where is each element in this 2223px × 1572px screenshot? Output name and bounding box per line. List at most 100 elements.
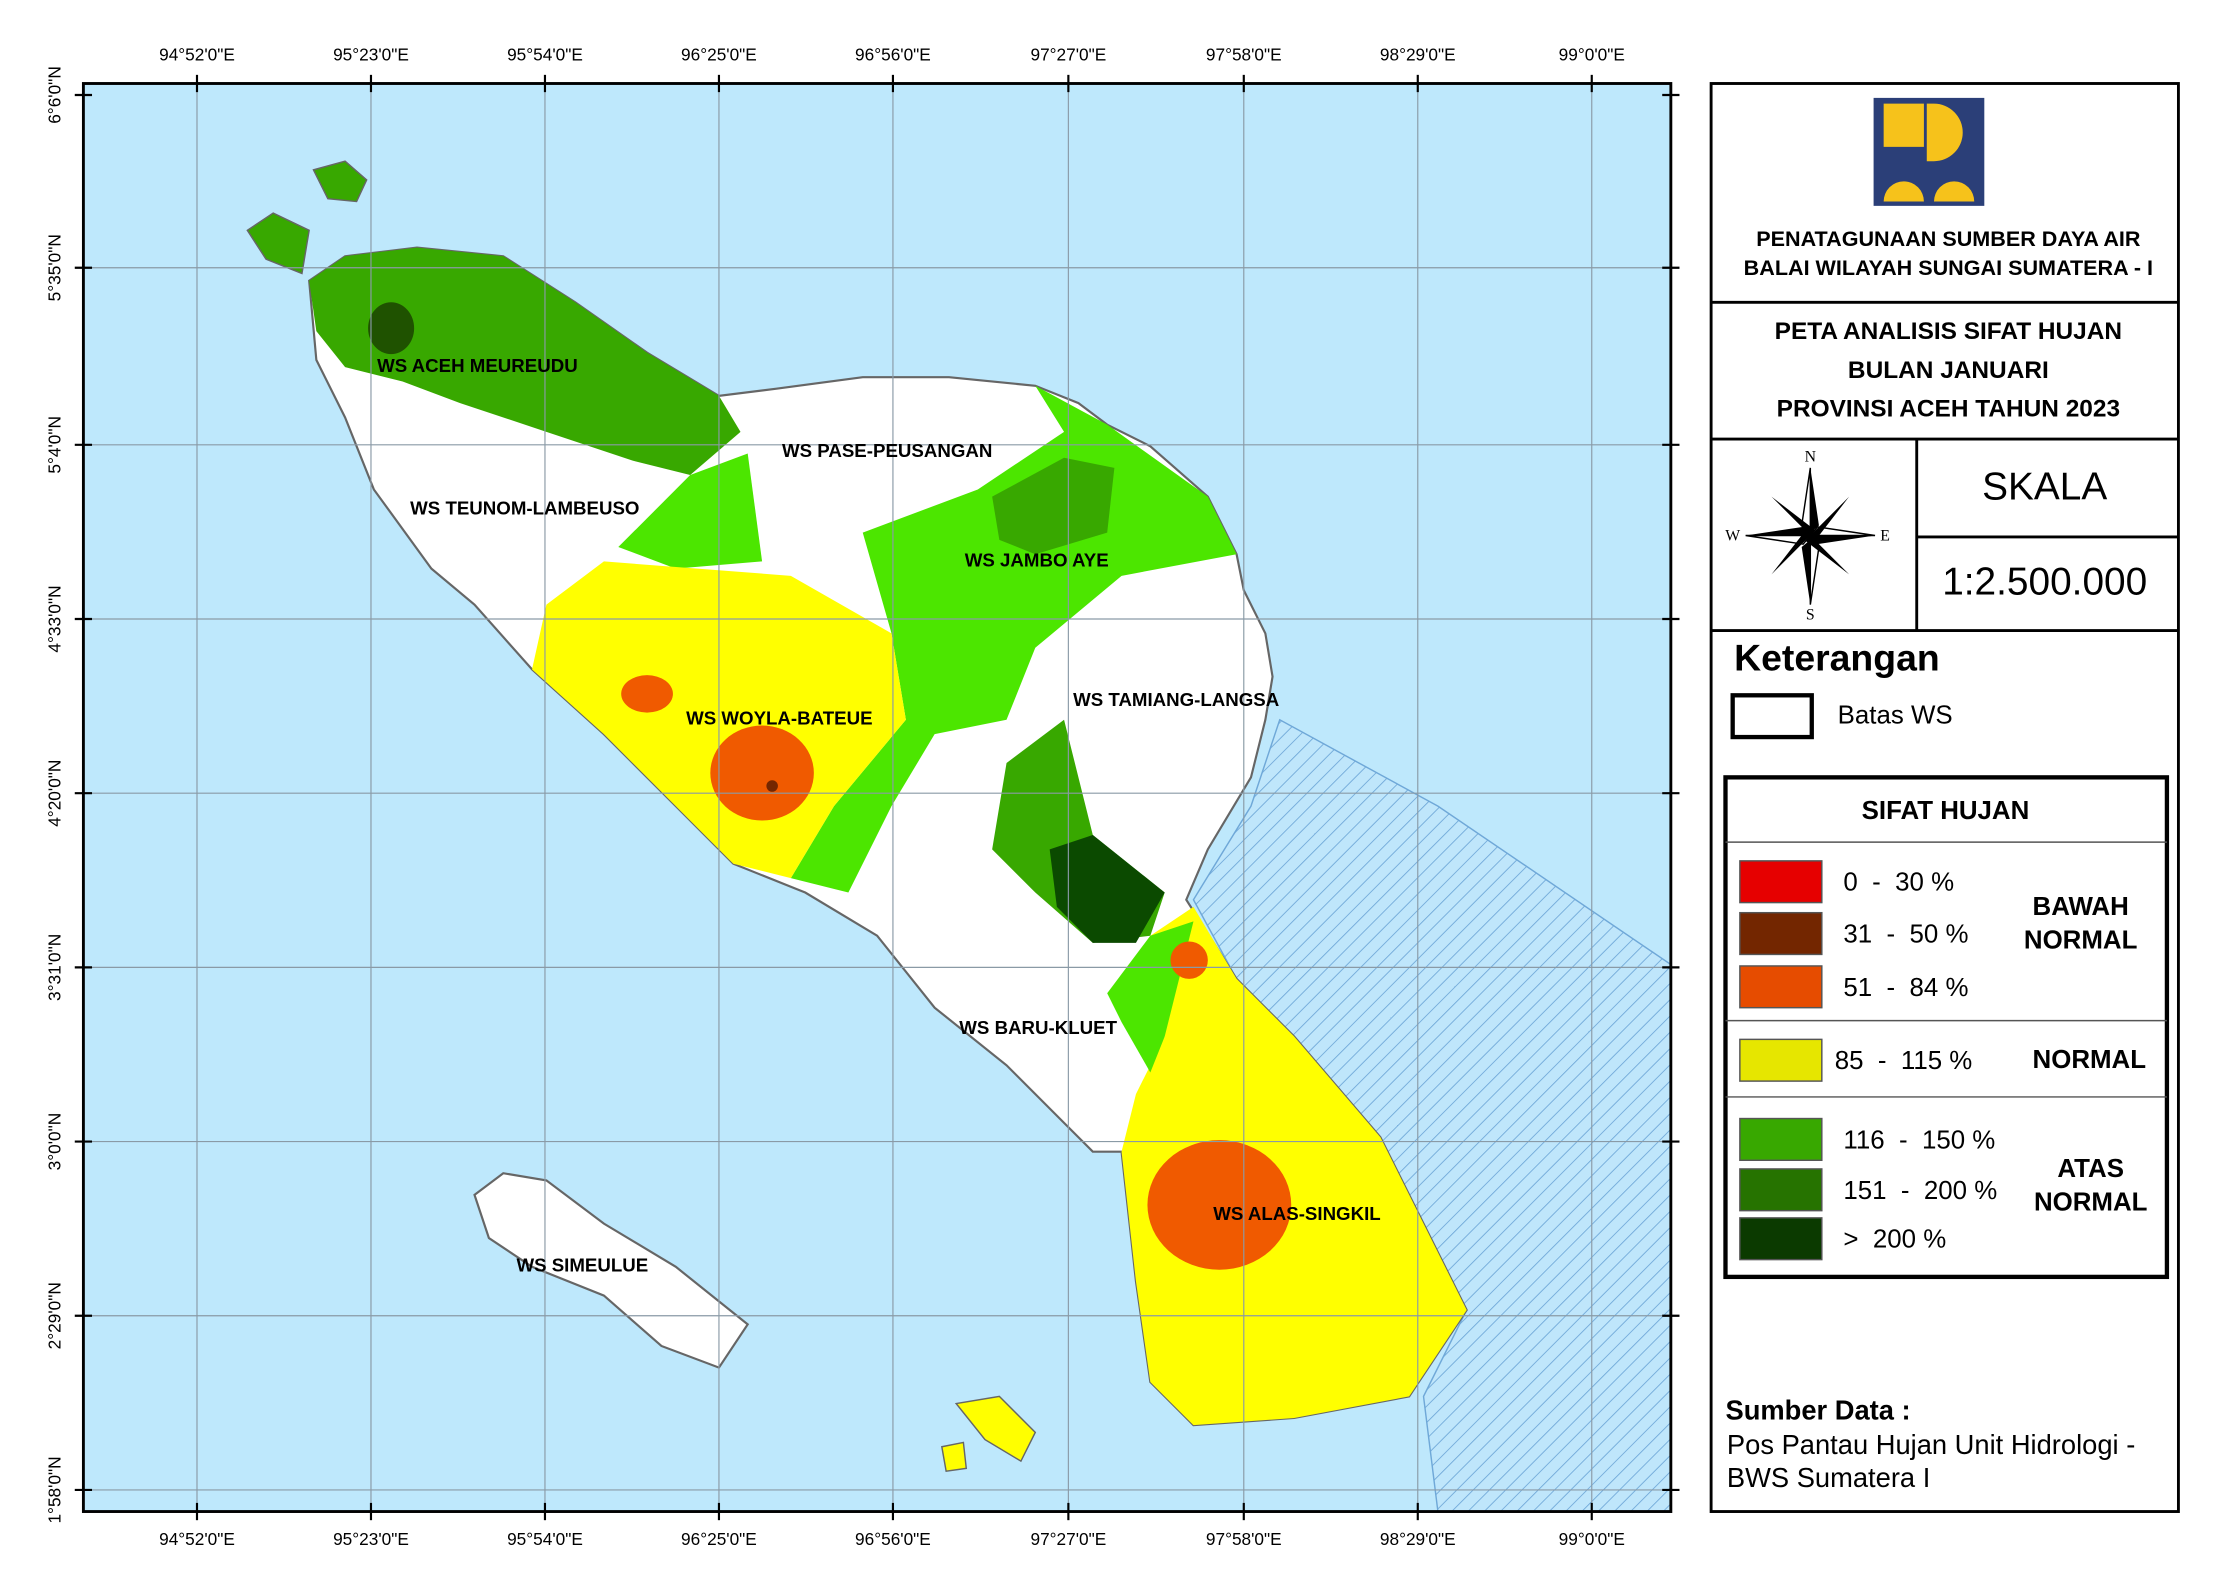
class-swatch <box>1739 911 1823 956</box>
lon-label: 95°54'0"E <box>507 45 583 65</box>
lat-label: 3°0'0"N <box>45 1113 65 1171</box>
class-swatch <box>1739 1117 1823 1162</box>
region-label: WS WOYLA-BATEUE <box>686 708 872 729</box>
lon-label: 98°29'0"E <box>1380 1529 1456 1549</box>
lon-label: 95°23'0"E <box>333 45 409 65</box>
agency-line: BALAI WILAYAH SUNGAI SUMATERA - I <box>1744 255 2153 280</box>
coordinate-labels: 94°52'0"E 94°52'0"E 95°23'0"E 95°23'0"E 95°5… <box>45 45 1680 1549</box>
banyak-islands <box>940 1395 1037 1473</box>
region-labels: WS ACEH MEUREUDU WS PASE-PEUSANGAN WS TEUN… <box>377 355 1381 1276</box>
zone-116-150 <box>790 385 1237 893</box>
lon-label: 99°0'0"E <box>1559 45 1625 65</box>
class-label: 0 - 30 % <box>1843 869 1954 897</box>
weh-island <box>312 160 368 203</box>
class-swatch <box>1739 1168 1823 1212</box>
class-label: 51 - 84 % <box>1843 974 1968 1002</box>
region-label: WS ACEH MEUREUDU <box>377 355 578 376</box>
zone-51-84-c <box>1170 941 1208 979</box>
map-title: BULAN JANUARI <box>1848 357 2049 384</box>
map-title: PETA ANALISIS SIFAT HUJAN <box>1775 318 2122 345</box>
lat-label: 5°35'0"N <box>45 234 65 301</box>
lon-label: 95°23'0"E <box>333 1529 409 1549</box>
class-swatch <box>1739 1038 1823 1082</box>
legend-panel: PENATAGUNAAN SUMBER DAYA AIR BALAI WILAY… <box>1709 82 2180 1513</box>
lon-label: 97°58'0"E <box>1206 45 1282 65</box>
region-label: WS PASE-PEUSANGAN <box>782 440 992 461</box>
lon-label: 96°25'0"E <box>681 1529 757 1549</box>
lat-label: 6°6'0"N <box>45 66 65 124</box>
lat-label: 4°20'0"N <box>45 760 65 827</box>
class-group: BAWAH <box>2033 893 2129 921</box>
map-body: WS ACEH MEUREUDU WS PASE-PEUSANGAN WS TEUN… <box>83 83 1671 1512</box>
boundary-swatch <box>1730 693 1814 740</box>
region-label: WS BARU-KLUET <box>959 1017 1117 1038</box>
lat-label: 3°31'0"N <box>45 934 65 1001</box>
lon-label: 96°56'0"E <box>855 45 931 65</box>
zone-over-200 <box>1049 834 1165 943</box>
zone-151-200 <box>309 247 741 476</box>
lat-label: 5°4'0"N <box>45 416 65 474</box>
source-title: Sumber Data : <box>1725 1394 1910 1425</box>
zone-31-50 <box>766 780 778 792</box>
class-label: > 200 % <box>1843 1226 1946 1254</box>
class-label: 151 - 200 % <box>1843 1177 1997 1205</box>
lat-label: 2°29'0"N <box>45 1282 65 1349</box>
class-group: ATAS <box>2057 1155 2124 1183</box>
compass-s: S <box>1806 607 1815 624</box>
class-swatch <box>1739 1217 1823 1261</box>
map-title: PROVINSI ACEH TAHUN 2023 <box>1777 396 2120 423</box>
lon-label: 94°52'0"E <box>159 1529 235 1549</box>
class-swatch <box>1739 965 1823 1009</box>
region-label: WS JAMBO AYE <box>965 549 1109 570</box>
class-group: NORMAL <box>2024 926 2138 954</box>
source-line: BWS Sumatera I <box>1727 1462 1930 1493</box>
compass-w: W <box>1725 528 1740 545</box>
class-list: 0 - 30 % 31 - 50 % 51 - 84 % 85 - 115 % 116 … <box>1739 860 2148 1261</box>
graticule <box>83 83 1671 1512</box>
zone-51-84-b <box>710 725 814 821</box>
class-label: 85 - 115 % <box>1835 1047 1973 1075</box>
zone-85-115-b <box>1121 906 1467 1426</box>
compass-e: E <box>1880 528 1890 545</box>
lon-label: 95°54'0"E <box>507 1529 583 1549</box>
region-label: WS TAMIANG-LANGSA <box>1073 689 1279 710</box>
lon-label: 97°27'0"E <box>1030 45 1106 65</box>
lon-label: 96°25'0"E <box>681 45 757 65</box>
lon-label: 96°56'0"E <box>855 1529 931 1549</box>
zone-116-150-b <box>618 453 763 569</box>
region-label: WS SIMEULUE <box>516 1255 648 1276</box>
zone-151-200-b <box>992 457 1115 555</box>
lon-label: 99°0'0"E <box>1559 1529 1625 1549</box>
logo <box>1873 97 1985 206</box>
zone-51-84 <box>621 675 673 713</box>
legend-heading: Keterangan <box>1734 637 1940 679</box>
class-swatch <box>1739 860 1823 904</box>
class-group: NORMAL <box>2033 1046 2147 1074</box>
class-label: 116 - 150 % <box>1843 1126 1995 1154</box>
scale-value: 1:2.500.000 <box>1942 561 2147 604</box>
region-label: WS TEUNOM-LAMBEUSO <box>410 498 639 519</box>
region-label: WS ALAS-SINGKIL <box>1213 1203 1380 1224</box>
scale-heading: SKALA <box>1982 466 2107 509</box>
aceh-islands <box>246 212 310 275</box>
lat-label: 1°58'0"N <box>45 1456 65 1523</box>
compass-rose <box>1745 467 1876 605</box>
lon-label: 97°58'0"E <box>1206 1529 1282 1549</box>
source-line: Pos Pantau Hujan Unit Hidrologi - <box>1727 1429 2135 1460</box>
map-frame <box>81 82 1673 1513</box>
lon-label: 94°52'0"E <box>159 45 235 65</box>
zone-51-84-d <box>1147 1140 1292 1270</box>
zone-over-200-b <box>368 302 415 355</box>
lat-label: 4°33'0"N <box>45 585 65 652</box>
boundary-label: Batas WS <box>1838 702 1953 730</box>
compass-n: N <box>1805 448 1817 465</box>
simeulue <box>473 1172 750 1369</box>
lon-label: 97°27'0"E <box>1030 1529 1106 1549</box>
agency-line: PENATAGUNAAN SUMBER DAYA AIR <box>1756 226 2141 251</box>
class-label: 31 - 50 % <box>1843 921 1968 949</box>
lon-label: 98°29'0"E <box>1380 45 1456 65</box>
class-title: SIFAT HUJAN <box>1862 797 2030 825</box>
class-group: NORMAL <box>2034 1188 2148 1216</box>
